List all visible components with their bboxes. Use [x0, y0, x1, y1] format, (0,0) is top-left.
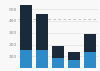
- Bar: [52, 58, 64, 68]
- Bar: [68, 52, 80, 60]
- Bar: [84, 52, 96, 68]
- Bar: [20, 50, 32, 68]
- Bar: [20, 5, 32, 50]
- Bar: [36, 50, 48, 68]
- Bar: [68, 60, 80, 68]
- Bar: [52, 46, 64, 58]
- Bar: [36, 14, 48, 50]
- Bar: [84, 34, 96, 52]
